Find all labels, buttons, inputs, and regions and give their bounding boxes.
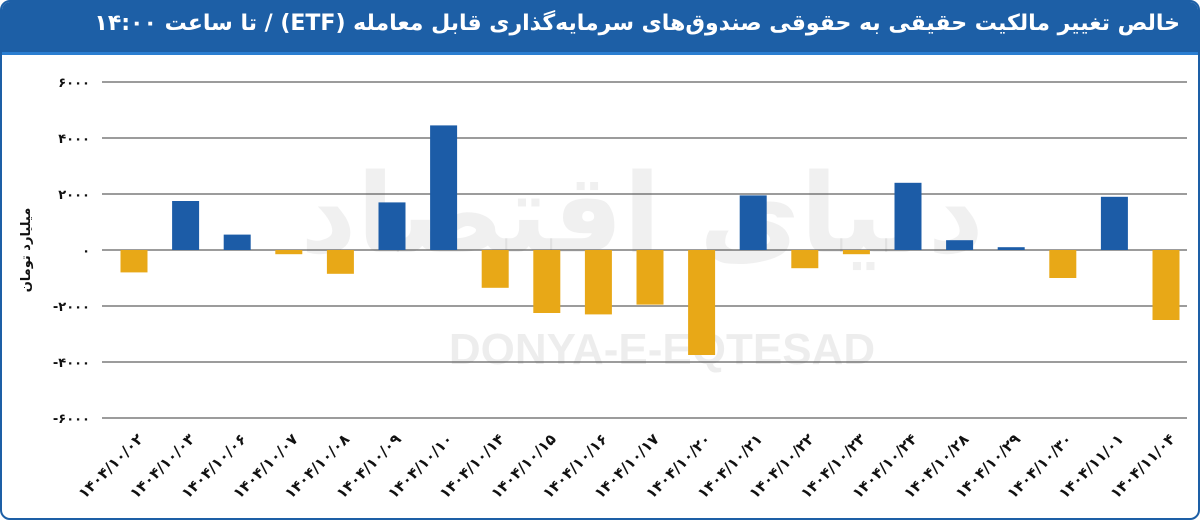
y-tick-label: ۲۰۰۰ — [58, 188, 90, 203]
bar — [791, 250, 819, 269]
bar — [894, 182, 922, 250]
bar — [275, 250, 303, 255]
bar — [842, 250, 870, 255]
y-axis-label: میلیارد تومان — [19, 208, 34, 293]
bar — [1152, 250, 1180, 320]
chart-title: خالص تغییر مالکیت حقیقی به حقوقی صندوق‌ه… — [94, 11, 1180, 36]
y-tick-label: ۴۰۰۰ — [58, 132, 90, 147]
bar — [223, 234, 251, 250]
bar — [1100, 196, 1128, 250]
bar — [1049, 250, 1077, 278]
bar — [172, 201, 200, 250]
watermark: دنیای اقتصاد DONYA-E-EQTESAD — [300, 150, 984, 374]
bar — [120, 250, 148, 273]
bar — [636, 250, 664, 305]
bar — [739, 195, 767, 250]
bar — [430, 125, 458, 250]
y-tick-label: -۴۰۰۰ — [53, 356, 90, 371]
y-tick-labels: ۶۰۰۰ ۴۰۰۰ ۲۰۰۰ ۰ -۲۰۰۰ -۴۰۰۰ -۶۰۰۰ — [53, 76, 90, 427]
bar — [481, 250, 509, 288]
bars — [120, 125, 1180, 355]
y-tick-label: ۶۰۰۰ — [58, 76, 90, 91]
bar — [378, 202, 406, 250]
bar — [997, 247, 1025, 250]
bar — [946, 240, 974, 250]
y-tick-label: -۶۰۰۰ — [53, 412, 90, 427]
title-bar: خالص تغییر مالکیت حقیقی به حقوقی صندوق‌ه… — [2, 2, 1198, 55]
bar — [533, 250, 561, 313]
y-tick-label: -۲۰۰۰ — [53, 300, 90, 315]
x-tick-labels: ۱۴۰۴/۱۰/۰۲۱۴۰۴/۱۰/۰۳۱۴۰۴/۱۰/۰۶۱۴۰۴/۱۰/۰۷… — [75, 430, 1179, 502]
y-tick-label: ۰ — [82, 244, 90, 259]
bar — [326, 250, 354, 274]
bar — [688, 250, 716, 355]
bar — [584, 250, 612, 315]
watermark-english-text: DONYA-E-EQTESAD — [449, 325, 875, 374]
